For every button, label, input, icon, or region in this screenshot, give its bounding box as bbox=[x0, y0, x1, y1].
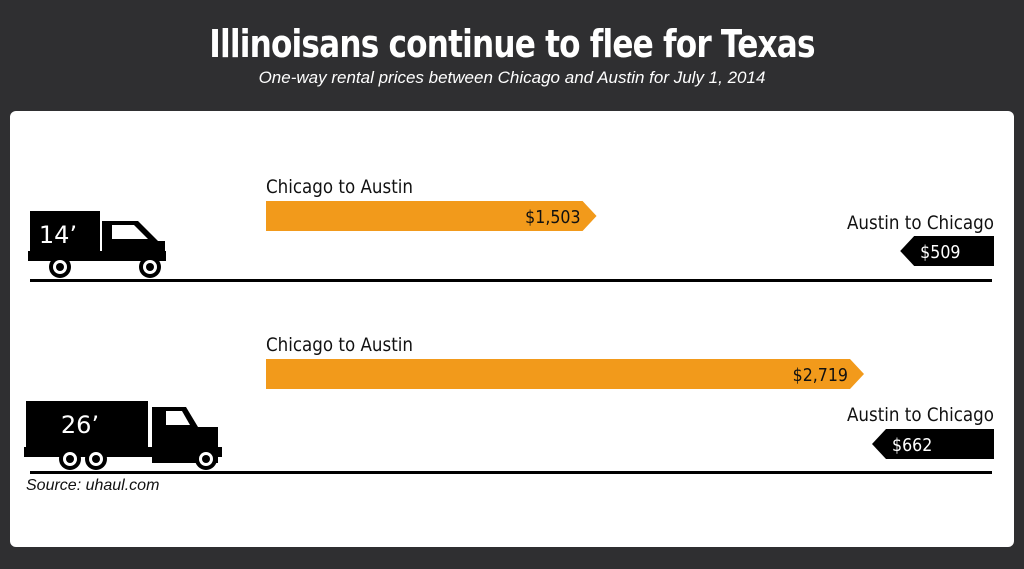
page-title: Illinoisans continue to flee for Texas bbox=[209, 22, 815, 66]
truck-size-label: 14’ bbox=[39, 221, 77, 249]
baseline bbox=[30, 279, 992, 282]
baseline bbox=[30, 471, 992, 474]
chart-panel: Chicago to Austin $1,503 Austin to Chicago… bbox=[10, 111, 1014, 547]
data-label-chicago-to-austin: $1,503 bbox=[525, 206, 580, 227]
series-label-chicago-to-austin: Chicago to Austin bbox=[266, 176, 413, 198]
bar-austin-to-chicago bbox=[872, 429, 994, 459]
page-subtitle: One-way rental prices between Chicago an… bbox=[258, 68, 766, 87]
data-label-austin-to-chicago: $509 bbox=[920, 241, 960, 262]
series-label-austin-to-chicago: Austin to Chicago bbox=[847, 404, 994, 426]
bar-chicago-to-austin bbox=[266, 359, 864, 389]
truck-size-label: 26’ bbox=[61, 411, 99, 439]
series-label-austin-to-chicago: Austin to Chicago bbox=[847, 212, 994, 234]
bar-chicago-to-austin bbox=[266, 201, 597, 231]
truck-icon: 14’ bbox=[28, 211, 166, 278]
truck-icon: 26’ bbox=[24, 401, 222, 470]
source-note: Source: uhaul.com bbox=[26, 477, 160, 494]
data-label-chicago-to-austin: $2,719 bbox=[793, 364, 848, 385]
data-label-austin-to-chicago: $662 bbox=[892, 434, 932, 455]
rental-price-chart: Chicago to Austin $1,503 Austin to Chicago… bbox=[24, 176, 994, 474]
bar-austin-to-chicago bbox=[900, 236, 994, 266]
series-label-chicago-to-austin: Chicago to Austin bbox=[266, 334, 413, 356]
